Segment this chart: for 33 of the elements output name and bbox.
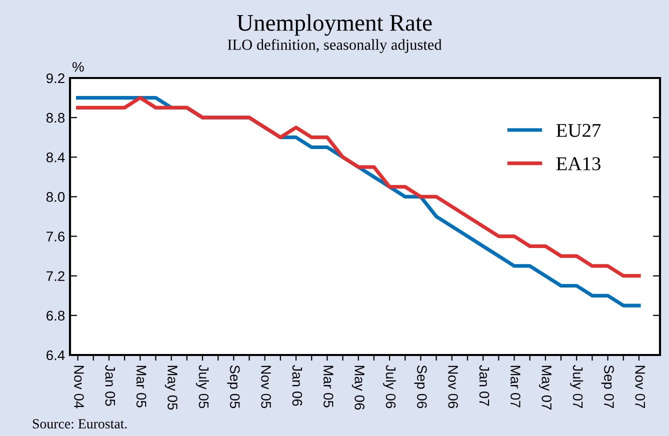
x-tick-label: Nov 04	[74, 366, 84, 408]
x-tick-label: Jan 06	[292, 364, 302, 406]
y-tick-label: 7.2	[46, 271, 64, 281]
y-tick-label: 6.4	[46, 350, 65, 360]
x-tick-label: Mar 05	[136, 366, 146, 408]
y-tick-label: 7.6	[46, 232, 65, 242]
x-tick-label: Mar 07	[510, 366, 520, 408]
x-tick-label: July 05	[196, 364, 209, 408]
x-tick-label: Nov 07	[635, 366, 646, 408]
x-tick-label: May 06	[352, 366, 364, 410]
y-tick-label: 8.8	[46, 112, 65, 123]
y-tick-label: 9.2	[46, 73, 64, 84]
legend-label: EA13	[556, 157, 600, 170]
source-note: Source: Eurostat.	[32, 419, 127, 429]
x-tick-label: Nov 06	[448, 366, 458, 408]
x-tick-label: Jan 05	[105, 364, 116, 406]
x-tick-label: Mar 05	[323, 366, 334, 408]
x-tick-label: Sep 06	[414, 365, 427, 408]
x-tick-label: Jan 07	[479, 364, 490, 406]
x-tick-label: Sep 07	[601, 365, 614, 408]
y-tick-label: 8.0	[46, 192, 65, 202]
x-tick-label: July 06	[383, 364, 396, 408]
x-tick-label: May 07	[538, 366, 552, 410]
x-tick-label: May 05	[164, 366, 178, 410]
y-axis-title: %	[72, 62, 84, 72]
y-tick-label: 8.4	[46, 152, 65, 162]
x-tick-label: Nov 05	[261, 366, 271, 408]
legend-label: EU27	[556, 124, 601, 138]
chart-subtitle: ILO definition, seasonally adjusted	[228, 38, 442, 54]
chart-title: Unemployment Rate	[236, 14, 432, 36]
y-tick-label: 6.8	[46, 310, 65, 321]
x-tick-label: July 07	[570, 364, 584, 408]
x-tick-label: Sep 05	[227, 365, 240, 408]
